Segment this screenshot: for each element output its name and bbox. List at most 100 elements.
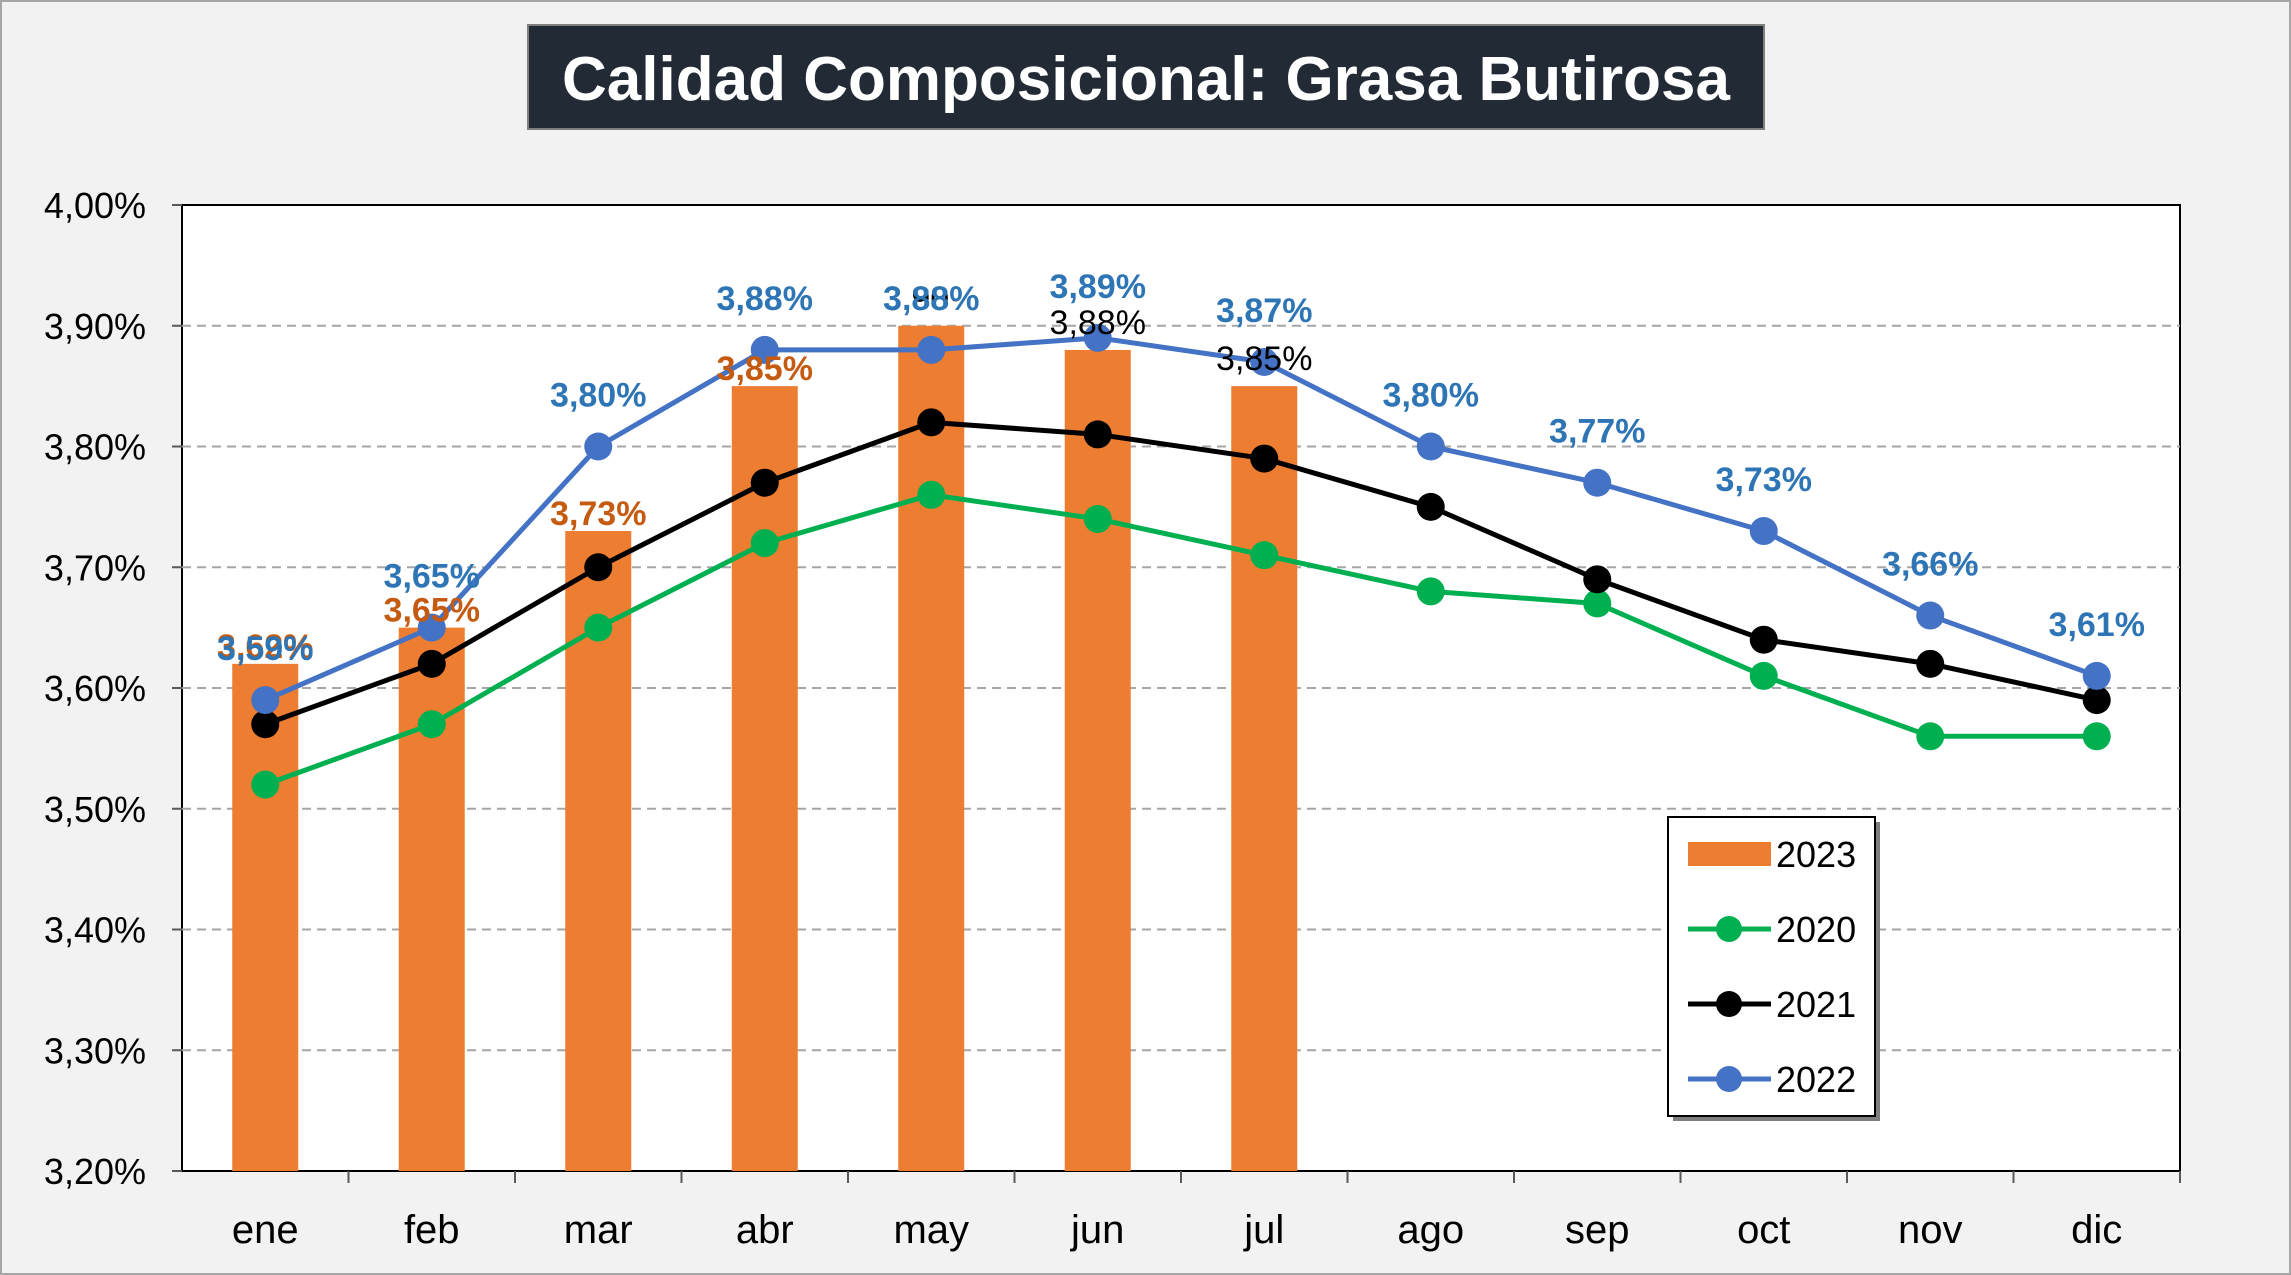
point-2021-jul [1250,444,1279,473]
y-tick-label: 3,80% [44,427,146,468]
x-tick-label: jun [1070,1208,1124,1252]
y-axis: 4,00% 3,90% 3,80% 3,70% 3,60% 3,50% 3,40% 3,30%… [44,185,182,1192]
data-labels: 3,62%3,65%3,73%3,85%3,90%3,88%3,85%3,59%… [217,268,2145,668]
point-2021-mar [584,553,613,582]
bar-2023-jun [1064,349,1131,1171]
x-tick-label: nov [1898,1208,1963,1252]
data-label-2021-may: 3,90% [883,280,979,318]
legend-label: 2023 [1776,834,1856,875]
x-tick-label: jul [1243,1208,1284,1252]
point-2020-sep [1583,589,1612,618]
point-2022-oct [1749,517,1778,546]
legend-item-2023: 2023 [1688,834,1856,875]
x-axis: ene feb mar abr may jun jul ago sep oct nov dic [232,1171,2181,1252]
y-tick-label: 3,90% [44,306,146,347]
point-2021-oct [1749,625,1778,654]
point-2022-ene [251,686,280,715]
legend-marker [1716,1066,1742,1092]
data-label-2022-mar: 3,80% [550,377,646,415]
data-label-2022-jun: 3,89% [1050,268,1146,306]
x-tick-label: sep [1565,1208,1630,1252]
bar-2023-abr [731,386,798,1171]
point-2020-oct [1749,661,1778,690]
y-tick-label: 3,70% [44,547,146,588]
x-tick-label: feb [404,1208,460,1252]
data-label-2021-jun: 3,88% [1050,304,1146,342]
point-2020-ago [1416,577,1445,606]
legend-label: 2022 [1776,1059,1856,1100]
legend-swatch [1688,842,1771,866]
point-2022-ago [1416,432,1445,461]
point-2020-ene [251,770,280,799]
legend-item-2020: 2020 [1688,909,1856,950]
x-tick-label: dic [2071,1208,2122,1252]
y-tick-label: 4,00% [44,185,146,226]
x-tick-label: mar [564,1208,633,1252]
point-2020-may [917,480,946,509]
legend-item-2022: 2022 [1688,1059,1856,1100]
line-2020 [264,492,2097,787]
point-2021-may [917,408,946,437]
data-label-2023-ene: 3,62% [217,628,313,666]
legend-item-2021: 2021 [1688,984,1856,1025]
point-2021-abr [750,468,779,497]
y-tick-label: 3,60% [44,668,146,709]
x-tick-label: oct [1737,1208,1790,1252]
point-2021-ene [251,710,280,739]
legend-marker [1716,991,1742,1017]
data-label-2022-ene: 3,59% [217,630,313,668]
data-label-2022-sep: 3,77% [1549,413,1645,451]
y-tick-label: 3,50% [44,789,146,830]
bar-series-2023 [232,325,1298,1171]
point-2020-nov [1916,722,1945,751]
point-2022-nov [1916,601,1945,630]
chart-title: Calidad Composicional: Grasa Butirosa [562,45,1730,114]
data-label-2022-may: 3,88% [883,280,979,318]
point-2020-jun [1083,504,1112,533]
data-label-2023-feb: 3,65% [384,592,480,630]
point-2021-ago [1416,492,1445,521]
point-2021-feb [417,649,446,678]
gridlines [182,324,2180,1052]
legend: 2023 2020 2021 2022 [1667,816,1880,1121]
point-2020-jul [1250,541,1279,570]
bar-2023-jul [1231,386,1298,1171]
x-tick-label: abr [736,1208,794,1252]
data-label-2022-dic: 3,61% [2049,606,2145,644]
y-tick-label: 3,20% [44,1151,146,1192]
point-2020-mar [584,613,613,642]
data-label-2022-abr: 3,88% [717,280,813,318]
point-2022-mar [584,432,613,461]
line-2022 [264,335,2098,703]
y-tick-label: 3,30% [44,1030,146,1071]
point-2022-may [917,335,946,364]
point-2022-sep [1583,468,1612,497]
point-2022-abr [750,335,779,364]
point-2021-jun [1083,420,1112,449]
point-2022-jun [1083,323,1112,352]
point-2021-dic [2082,686,2111,715]
legend-marker [1716,916,1742,942]
point-2022-jul [1250,347,1279,376]
bar-2023-may [898,325,965,1171]
point-2020-abr [750,529,779,558]
legend-box [1667,816,1876,1117]
data-label-2023-mar: 3,73% [550,495,646,533]
series-2021 [251,408,2111,739]
point-2020-feb [417,710,446,739]
legend-label: 2020 [1776,909,1856,950]
point-2022-feb [417,613,446,642]
line-series [251,323,2111,799]
point-2021-sep [1583,565,1612,594]
series-2022 [251,323,2111,715]
series-2020 [251,480,2111,799]
data-label-2023-abr: 3,85% [717,350,813,388]
point-2020-dic [2082,722,2111,751]
bar-2023-ene [232,663,299,1171]
x-tick-label: ene [232,1208,299,1252]
x-tick-label: may [893,1208,969,1252]
y-tick-label: 3,40% [44,910,146,951]
data-label-2022-nov: 3,66% [1882,546,1978,584]
data-label-2022-ago: 3,80% [1383,377,1479,415]
